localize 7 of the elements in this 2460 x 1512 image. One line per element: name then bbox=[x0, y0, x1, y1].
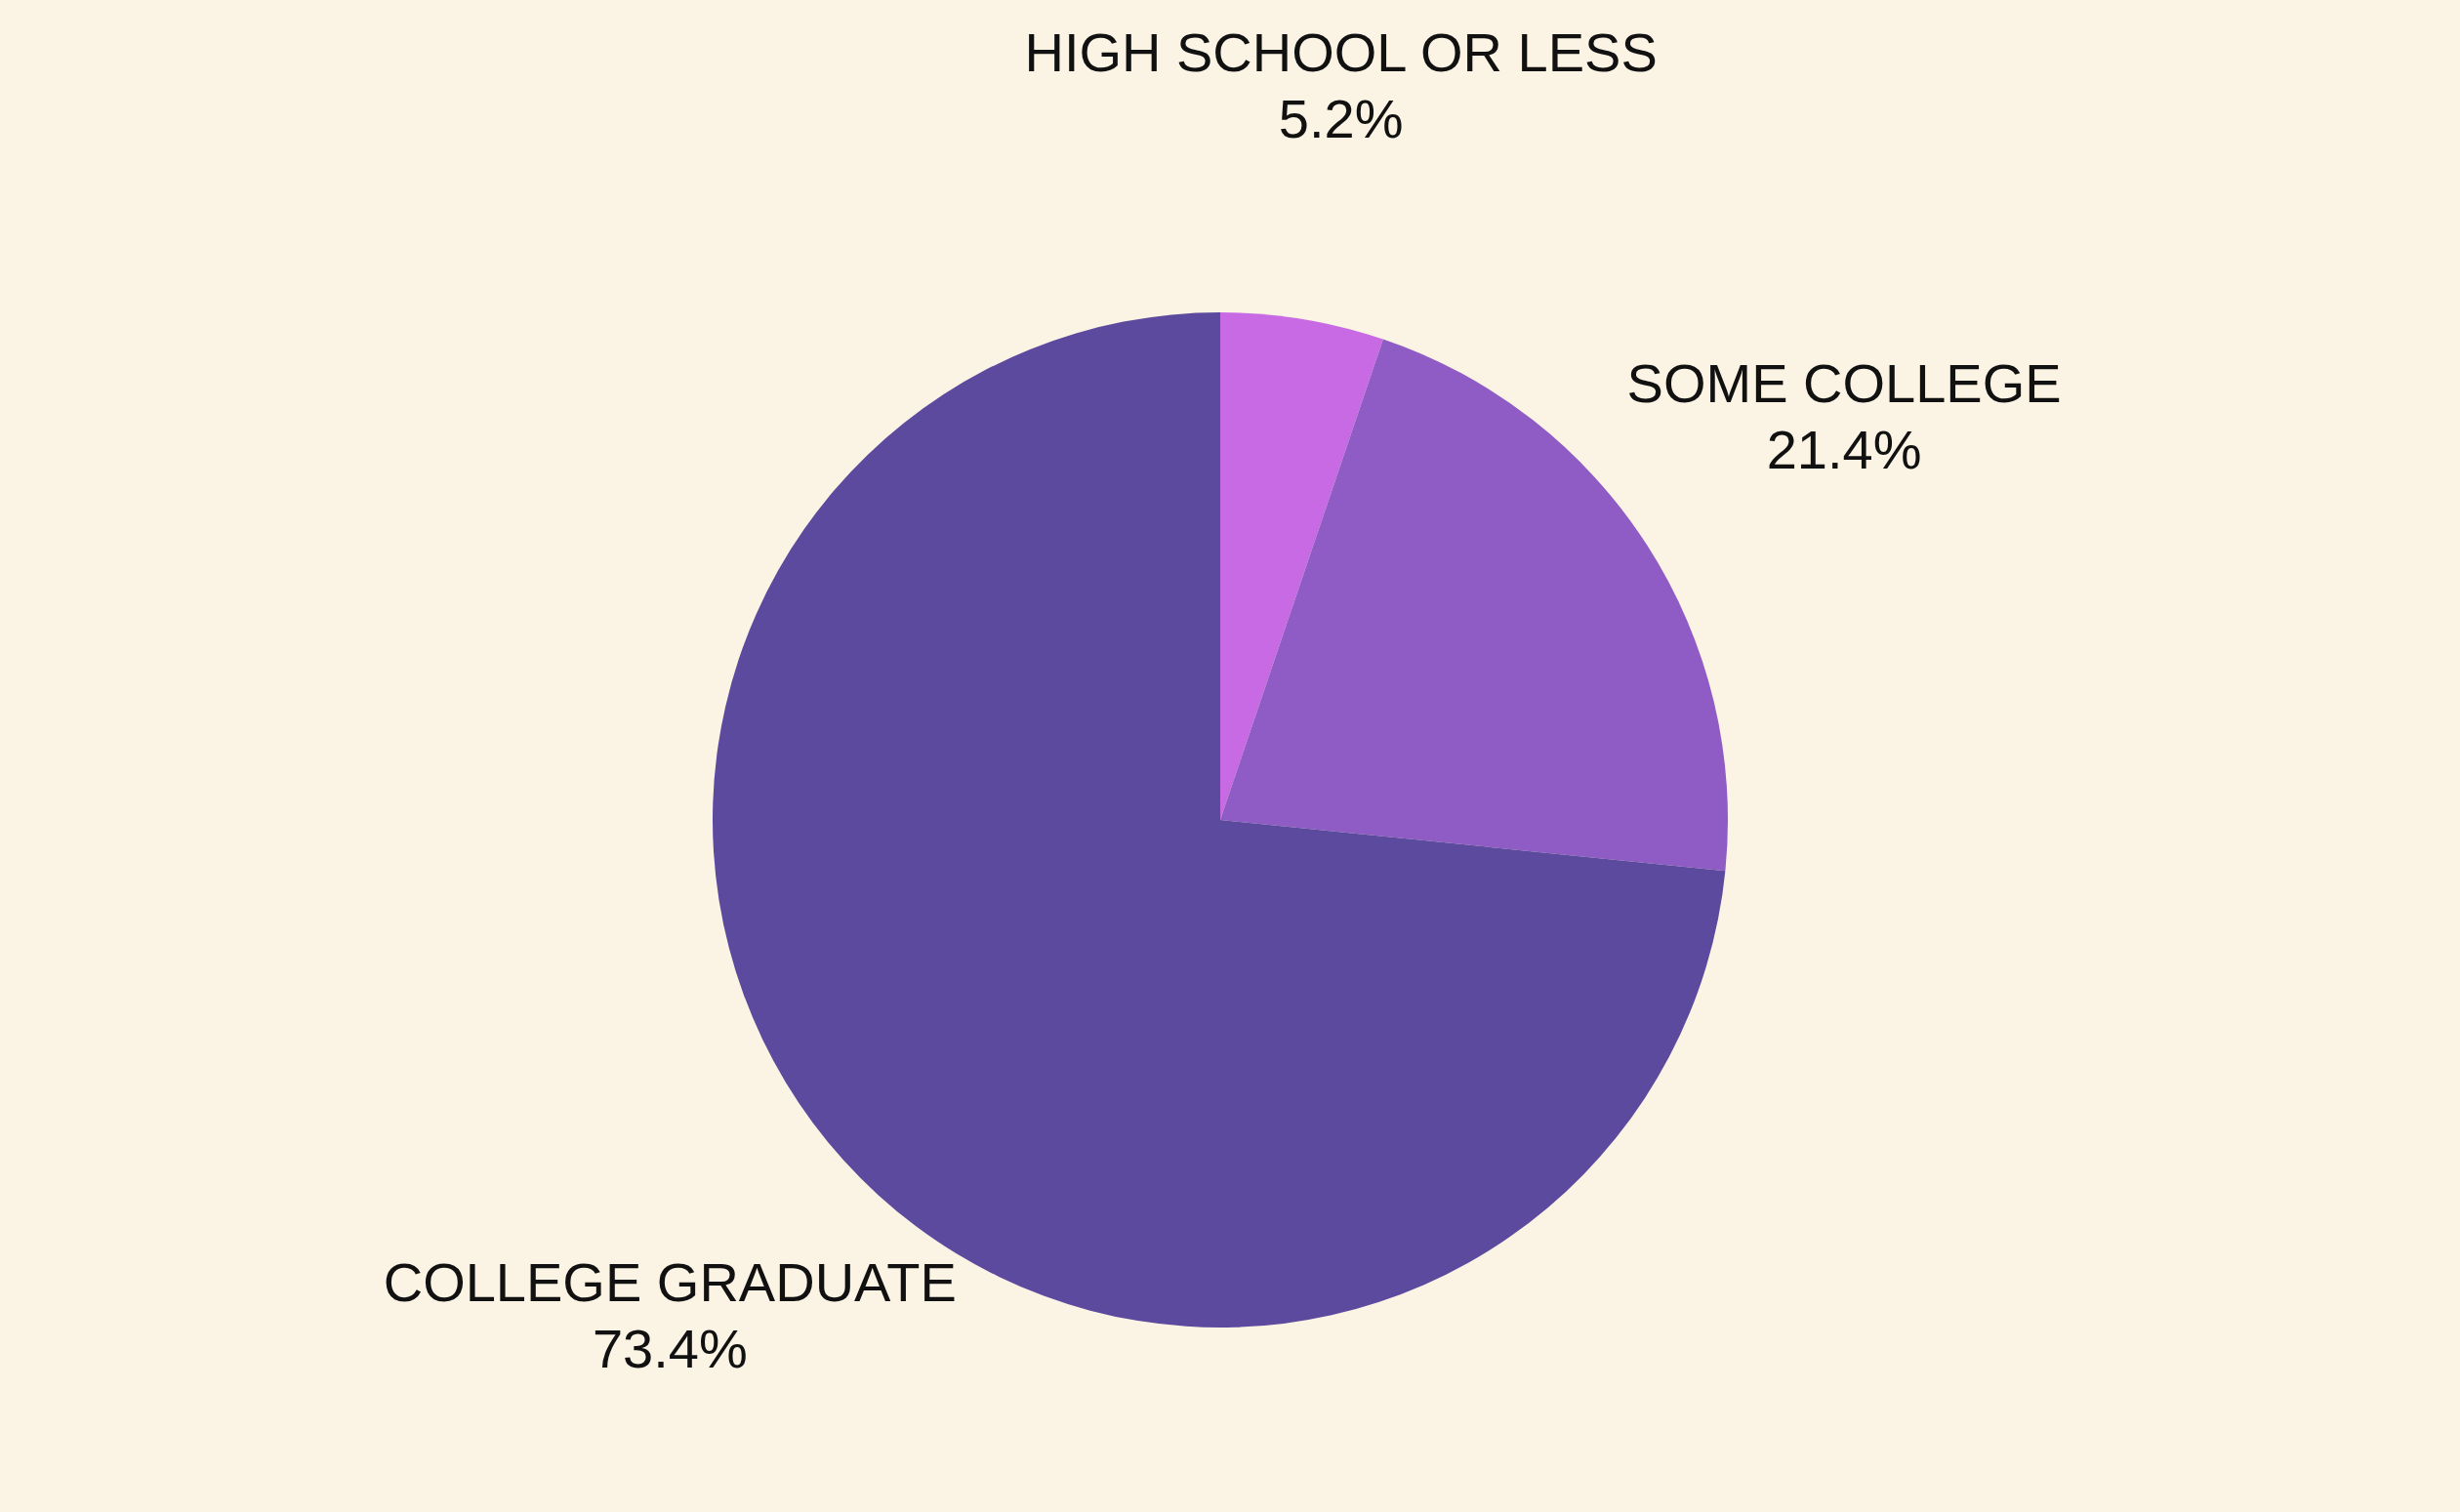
slice-label: COLLEGE GRADUATE bbox=[383, 1250, 957, 1313]
slice-label: HIGH SCHOOL OR LESS bbox=[1024, 21, 1658, 84]
pie-slice bbox=[1220, 312, 1383, 820]
data-label: 5.2% bbox=[1278, 88, 1404, 150]
slice-label: SOME COLLEGE bbox=[1626, 351, 2062, 414]
data-label: 21.4% bbox=[1766, 418, 1922, 480]
data-label: 73.4% bbox=[592, 1317, 748, 1379]
